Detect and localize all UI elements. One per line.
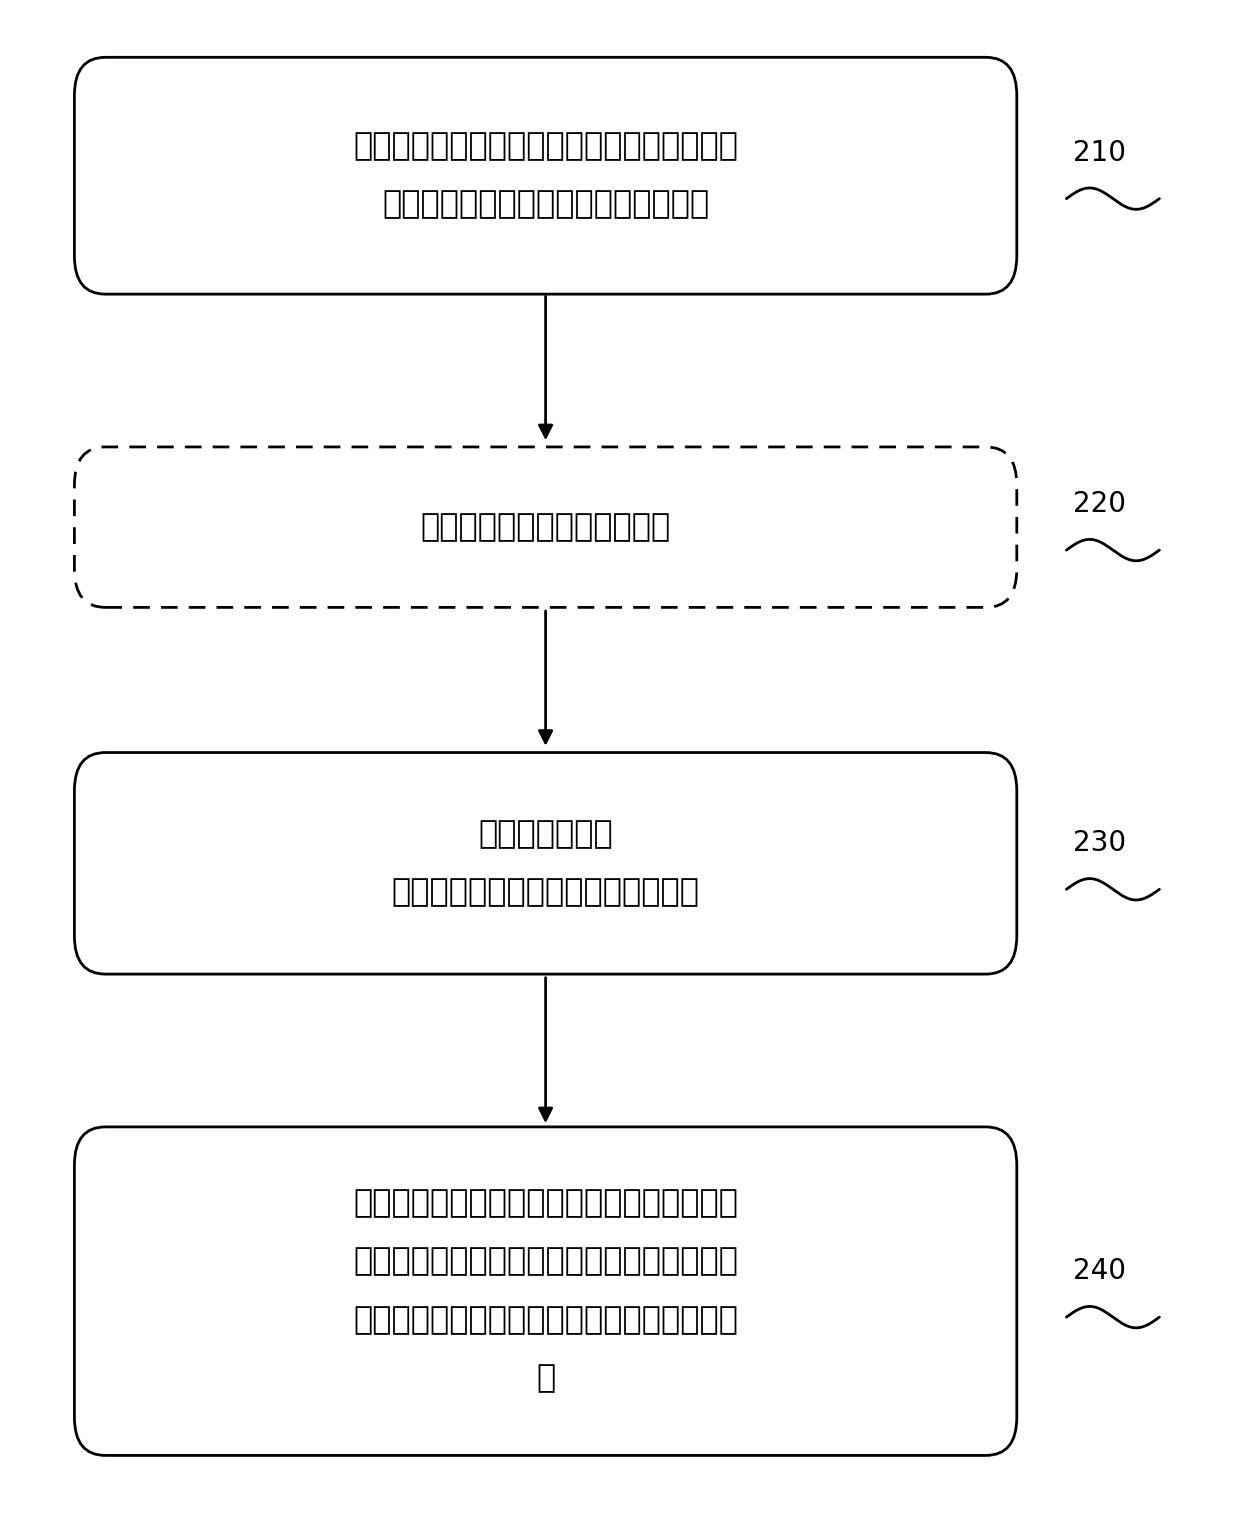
Text: 用户输血量之间的映射关系作为输血量预测模: 用户输血量之间的映射关系作为输血量预测模 — [353, 1305, 738, 1335]
FancyBboxPatch shape — [74, 1128, 1017, 1455]
Text: 型: 型 — [536, 1363, 556, 1394]
Text: 220: 220 — [1073, 490, 1126, 518]
Text: 数据集划分成训练数据集和测试数据集: 数据集划分成训练数据集和测试数据集 — [382, 189, 709, 220]
Text: 法进行学习和验证，得到第一特征参数集与单: 法进行学习和验证，得到第一特征参数集与单 — [353, 1247, 738, 1277]
Text: 利用训练数据集和测试数据集采用模型训练算: 利用训练数据集和测试数据集采用模型训练算 — [353, 1189, 738, 1219]
FancyBboxPatch shape — [74, 446, 1017, 607]
Text: 210: 210 — [1073, 139, 1126, 167]
Text: 基于预处理后的: 基于预处理后的 — [479, 819, 613, 850]
Text: 获取预定时长内历史用户数据集，将历史用户: 获取预定时长内历史用户数据集，将历史用户 — [353, 131, 738, 162]
FancyBboxPatch shape — [74, 57, 1017, 293]
Text: 240: 240 — [1073, 1258, 1126, 1285]
FancyBboxPatch shape — [74, 753, 1017, 975]
Text: 对历史用户数据集进行预处理: 对历史用户数据集进行预处理 — [420, 512, 671, 542]
Text: 历史用户数据集提取第一特征参数集: 历史用户数据集提取第一特征参数集 — [392, 877, 699, 908]
Text: 230: 230 — [1073, 830, 1126, 857]
